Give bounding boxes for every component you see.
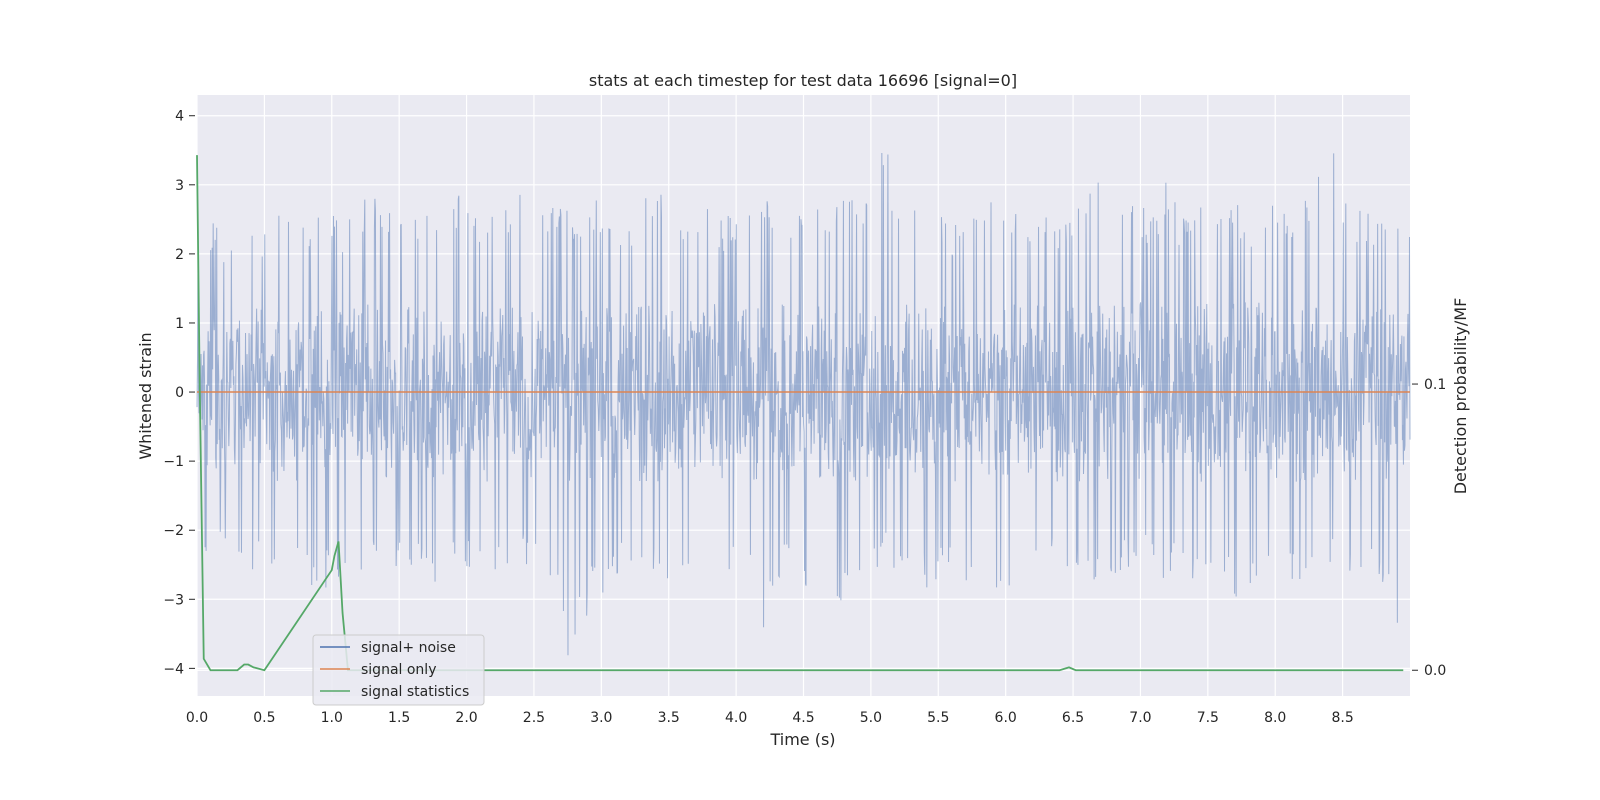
legend: signal+ noise signal only signal statist… [312,634,485,706]
x-tick-label: 7.0 [1129,710,1151,726]
y2-axis-label: Detection probability/MF [1451,298,1470,495]
series-signal-noise [196,152,1411,656]
y2-tick-label: 0.1 [1424,377,1446,393]
y-tick-label: −3 [163,592,184,608]
x-axis-label: Time (s) [769,730,835,749]
x-tick-label: 5.0 [860,710,882,726]
x-tick-label: 2.5 [523,710,545,726]
x-tick-label: 7.5 [1197,710,1219,726]
x-tick-label: 0.0 [186,710,208,726]
x-tick-label: 5.5 [927,710,949,726]
y-tick-label: 2 [175,247,184,263]
x-tick-label: 3.5 [658,710,680,726]
y-tick-label: 0 [175,385,184,401]
chart-title: stats at each timestep for test data 166… [589,71,1017,90]
y-tick-label: −4 [163,661,184,677]
y2-tick-label: 0.0 [1424,663,1446,679]
series-layer [196,152,1411,672]
legend-box [312,634,485,706]
y-tick-label: 4 [175,109,184,125]
x-tick-label: 0.5 [253,710,275,726]
x-axis: 0.0 0.5 1.0 1.5 2.0 2.5 3.0 3.5 4.0 4.5 5.0 5.5 6.0 6… [186,710,1354,726]
x-tick-label: 8.0 [1264,710,1286,726]
x-tick-label: 1.0 [321,710,343,726]
legend-label-signal-statistics: signal statistics [361,684,469,700]
y-tick-label: −1 [163,454,184,470]
x-tick-label: 4.0 [725,710,747,726]
y-axis-right: 0.1 0.0 [1412,377,1446,679]
x-tick-label: 3.0 [590,710,612,726]
y-axis-label: Whitened strain [136,332,155,459]
x-tick-label: 8.5 [1331,710,1353,726]
x-tick-label: 6.5 [1062,710,1084,726]
x-tick-label: 4.5 [792,710,814,726]
x-tick-label: 2.0 [455,710,477,726]
y-tick-label: −2 [163,523,184,539]
series-signal-statistics [196,155,1404,672]
x-tick-label: 1.5 [388,710,410,726]
x-tick-label: 6.0 [995,710,1017,726]
legend-label-signal-noise: signal+ noise [361,640,456,656]
y-axis-left: 4 3 2 1 0 −1 −2 −3 −4 [163,109,195,677]
y-tick-label: 1 [175,316,184,332]
y-tick-label: 3 [175,178,184,194]
legend-label-signal-only: signal only [361,662,436,678]
